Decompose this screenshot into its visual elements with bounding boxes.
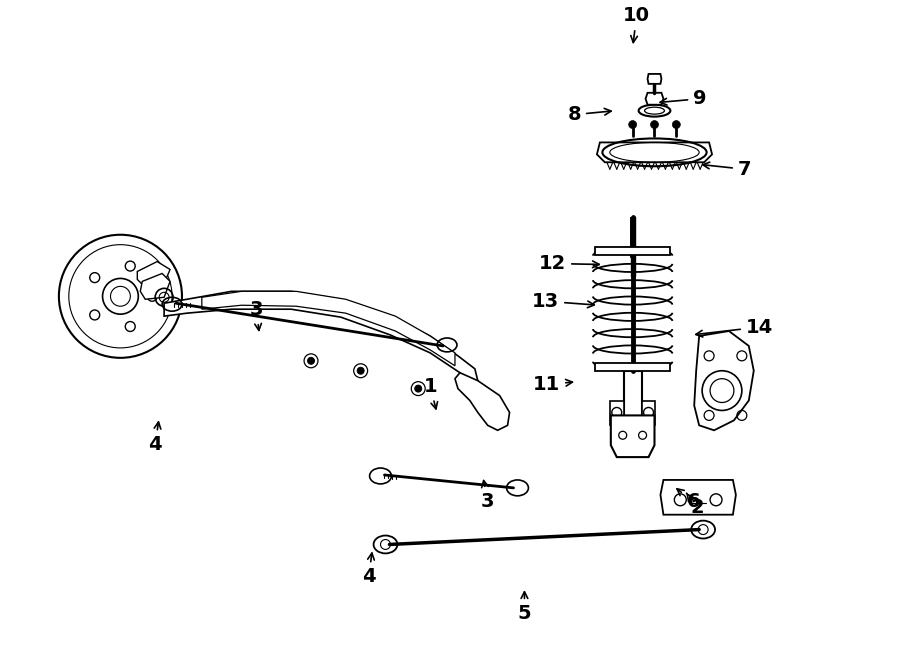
Circle shape (415, 385, 422, 392)
Text: 14: 14 (696, 317, 773, 337)
Circle shape (357, 368, 364, 374)
Text: 13: 13 (532, 292, 594, 311)
Circle shape (651, 120, 659, 128)
Text: 8: 8 (567, 105, 611, 124)
Polygon shape (661, 480, 736, 515)
Text: 2: 2 (687, 493, 704, 517)
Polygon shape (611, 415, 654, 457)
Text: 9: 9 (660, 89, 706, 108)
Polygon shape (202, 292, 455, 366)
Polygon shape (647, 74, 662, 84)
Text: 7: 7 (703, 160, 751, 178)
Polygon shape (645, 93, 663, 104)
Polygon shape (595, 363, 670, 371)
Text: 10: 10 (623, 7, 650, 42)
Circle shape (308, 358, 314, 364)
Text: 11: 11 (533, 375, 572, 394)
Text: 4: 4 (148, 422, 162, 454)
Text: 1: 1 (423, 377, 437, 409)
Circle shape (629, 120, 636, 128)
Text: 3: 3 (481, 481, 494, 511)
Polygon shape (597, 142, 712, 163)
Polygon shape (694, 331, 754, 430)
Polygon shape (164, 292, 478, 395)
Polygon shape (140, 274, 170, 299)
Text: 5: 5 (518, 592, 531, 623)
Polygon shape (610, 401, 624, 425)
Text: 4: 4 (362, 553, 375, 586)
Text: 12: 12 (539, 254, 599, 273)
Text: 6: 6 (677, 488, 700, 511)
Polygon shape (138, 262, 170, 286)
Polygon shape (595, 247, 670, 254)
Polygon shape (642, 401, 655, 425)
Text: 3: 3 (249, 300, 263, 330)
Polygon shape (624, 371, 642, 446)
Circle shape (672, 120, 680, 128)
Polygon shape (455, 373, 509, 430)
